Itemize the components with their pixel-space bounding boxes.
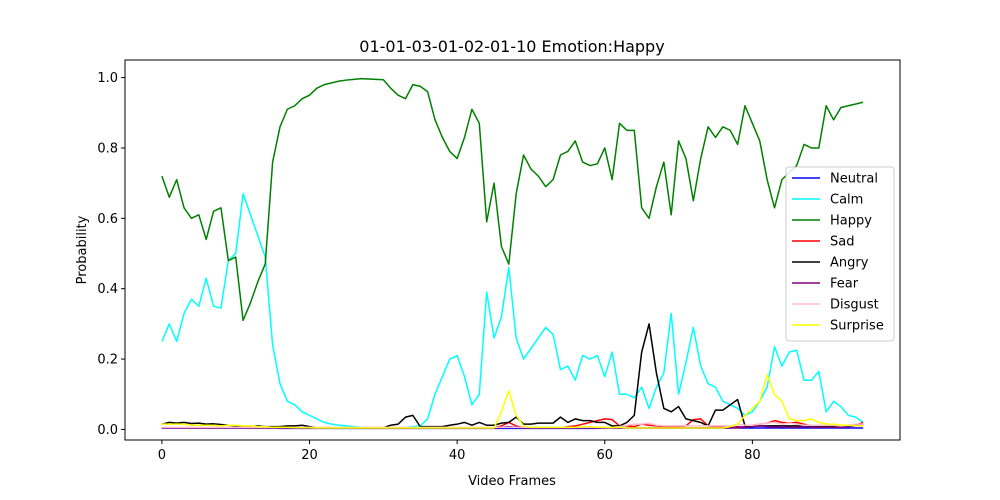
chart-title: 01-01-03-01-02-01-10 Emotion:Happy: [359, 37, 664, 56]
y-axis: 0.0 0.2 0.4 0.6 0.8 1.0: [97, 71, 125, 438]
y-tick-label: 0.4: [97, 282, 118, 297]
y-tick-label: 0.6: [97, 212, 118, 227]
legend-label-surprise: Surprise: [830, 319, 884, 334]
series-line-surprise: [161, 374, 864, 429]
legend-label-calm: Calm: [830, 193, 863, 208]
legend-label-angry: Angry: [830, 256, 869, 271]
x-tick-label: 40: [449, 448, 466, 463]
y-tick-label: 0.2: [97, 353, 118, 368]
series-layer: [161, 77, 864, 430]
y-axis-title: Probability: [75, 215, 90, 284]
legend-label-disgust: Disgust: [830, 298, 879, 313]
y-tick-label: 0.0: [97, 423, 118, 438]
x-tick-label: 60: [596, 448, 613, 463]
legend-label-neutral: Neutral: [830, 172, 878, 187]
legend: Neutral Calm Happy Sad Angry Fear Disgust Surpr…: [785, 166, 895, 342]
legend-label-fear: Fear: [830, 277, 859, 292]
y-tick-label: 1.0: [97, 71, 118, 86]
x-axis-title: Video Frames: [468, 474, 556, 489]
legend-label-sad: Sad: [830, 235, 854, 250]
y-tick-label: 0.8: [97, 141, 118, 156]
x-axis: 0 20 40 60 80: [158, 440, 761, 463]
legend-frame: [785, 166, 895, 342]
legend-label-happy: Happy: [830, 214, 872, 229]
x-tick-label: 0: [158, 448, 166, 463]
x-tick-label: 20: [301, 448, 318, 463]
x-tick-label: 80: [744, 448, 761, 463]
series-line-happy: [161, 77, 864, 322]
plot-frame: [124, 59, 901, 441]
